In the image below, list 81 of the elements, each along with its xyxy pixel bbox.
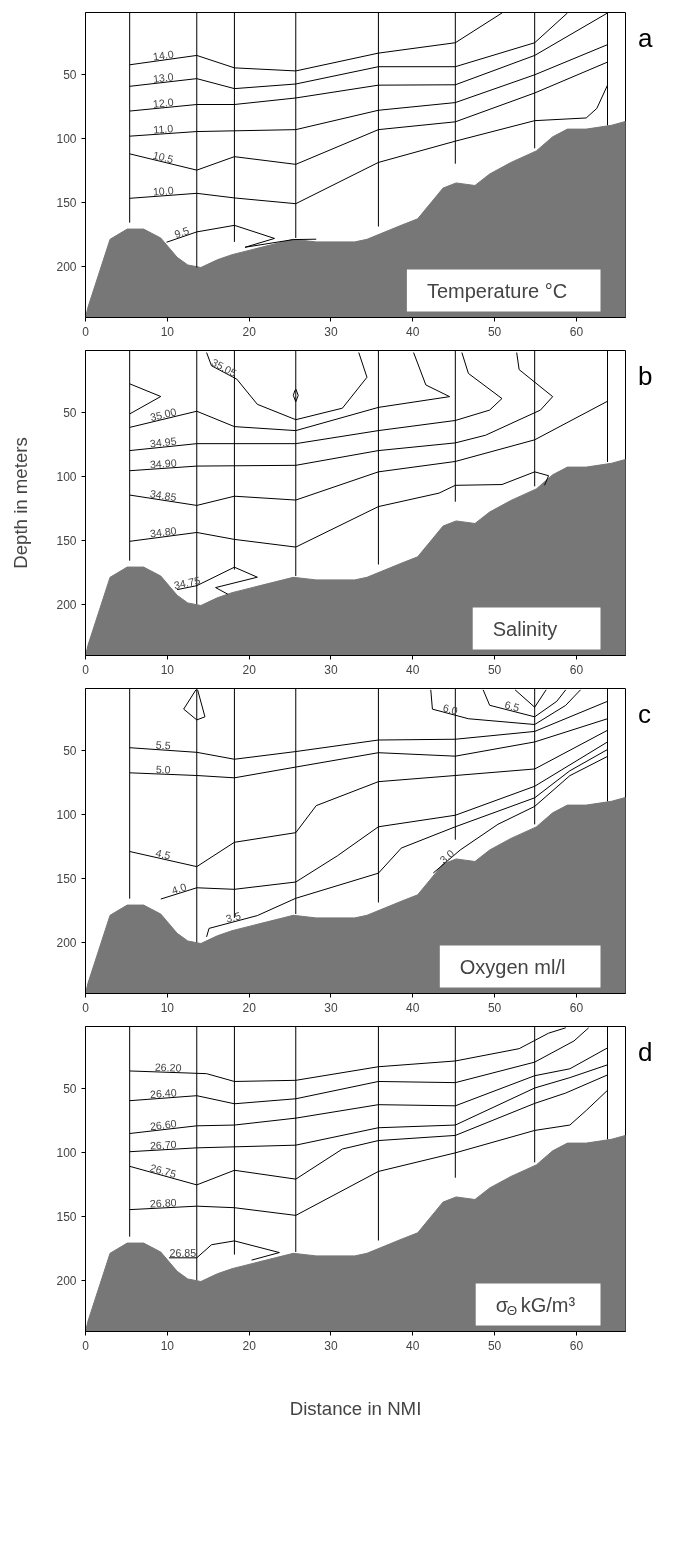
text: 14.0	[152, 47, 175, 63]
y-tick-label: 150	[56, 871, 77, 886]
x-tick-label: 50	[487, 662, 502, 677]
text: 26.60	[149, 1117, 178, 1133]
text: 34.85	[149, 487, 178, 504]
x-tick-label: 60	[569, 662, 584, 677]
series-label: 26.20	[154, 1060, 182, 1074]
text: c	[638, 698, 651, 731]
y-tick-label: 200	[56, 597, 77, 612]
text: 26.75	[148, 1161, 178, 1180]
x-tick-label: 30	[324, 324, 338, 339]
text: 3.0	[437, 847, 457, 866]
x-tick-label: 30	[324, 1338, 338, 1353]
text: d	[638, 1036, 653, 1069]
series-label: 26.80	[149, 1196, 177, 1210]
series-label: 34.90	[149, 456, 178, 471]
text: 35.00	[148, 405, 178, 424]
text: Salinity	[492, 617, 558, 640]
text: 3.5	[224, 909, 242, 925]
x-tick-label: 30	[324, 662, 338, 677]
series-label: 26.85	[169, 1246, 197, 1259]
text: 10.5	[151, 148, 175, 166]
y-tick-label: 150	[56, 195, 77, 210]
y-tick-label: 100	[56, 131, 77, 146]
x-tick-label: 0	[82, 1000, 90, 1015]
y-axis-title: Depth in meters	[10, 437, 32, 569]
text: 12.0	[152, 95, 175, 110]
text: 6.5	[503, 698, 521, 714]
y-tick-label: 50	[63, 405, 77, 420]
y-tick-label: 150	[56, 1209, 77, 1224]
x-tick-label: 10	[160, 662, 175, 677]
x-tick-label: 20	[242, 324, 257, 339]
text: 34.95	[149, 434, 178, 450]
x-tick-label: 40	[406, 1000, 420, 1015]
y-tick-label: 200	[56, 1273, 77, 1288]
y-tick-label: 100	[56, 469, 77, 484]
x-tick-label: 50	[487, 1338, 502, 1353]
text: Oxygen ml/l	[459, 955, 566, 978]
x-tick-label: 20	[242, 662, 257, 677]
x-tick-label: 60	[569, 1338, 584, 1353]
x-axis-title: Distance in NMI	[289, 1397, 422, 1419]
y-tick-label: 200	[56, 935, 77, 950]
text: a	[638, 22, 653, 55]
y-tick-label: 100	[56, 807, 77, 822]
x-tick-label: 40	[406, 324, 420, 339]
text: 34.80	[149, 524, 178, 540]
x-tick-label: 10	[160, 1338, 175, 1353]
x-tick-label: 50	[487, 1000, 502, 1015]
text: 13.0	[152, 70, 175, 85]
series-label: 11.0	[152, 122, 174, 136]
x-tick-label: 60	[569, 324, 584, 339]
x-tick-label: 10	[160, 1000, 175, 1015]
x-tick-label: 20	[242, 1000, 257, 1015]
x-tick-label: 10	[160, 324, 175, 339]
text: 9.5	[172, 223, 191, 241]
text: b	[638, 360, 653, 393]
x-tick-label: 60	[569, 1000, 584, 1015]
x-tick-label: 0	[82, 662, 90, 677]
series-label: 5.0	[155, 762, 171, 776]
text: 35.05	[209, 355, 239, 380]
x-tick-label: 0	[82, 324, 90, 339]
y-tick-label: 50	[63, 67, 77, 82]
y-tick-label: 150	[56, 533, 77, 548]
x-tick-label: 40	[406, 1338, 420, 1353]
x-tick-label: 40	[406, 662, 420, 677]
x-tick-label: 30	[324, 1000, 338, 1015]
y-tick-label: 50	[63, 1081, 77, 1096]
series-label: 10.0	[152, 184, 175, 198]
text: 4.0	[169, 880, 188, 897]
series-label: 26.70	[149, 1138, 177, 1152]
text: 6.0	[441, 701, 460, 717]
text: 4.5	[154, 846, 172, 862]
x-tick-label: 20	[242, 1338, 257, 1353]
y-tick-label: 200	[56, 259, 77, 274]
text: Temperature °C	[426, 279, 568, 302]
y-tick-label: 100	[56, 1145, 77, 1160]
x-tick-label: 50	[487, 324, 502, 339]
series-label: 5.5	[155, 738, 172, 752]
y-tick-label: 50	[63, 743, 77, 758]
x-tick-label: 0	[82, 1338, 90, 1353]
series-label: 26.40	[149, 1086, 178, 1101]
